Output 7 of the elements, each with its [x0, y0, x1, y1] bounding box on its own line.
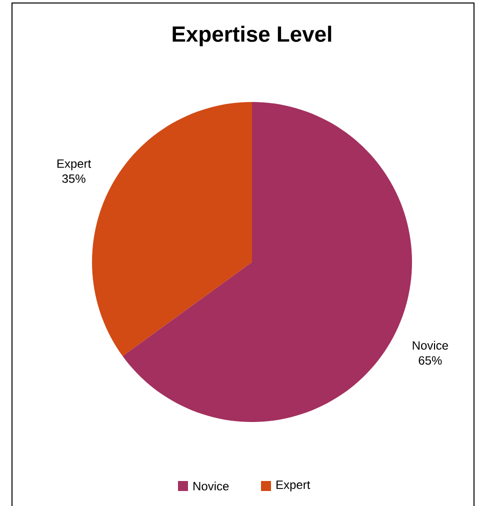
chart-title: Expertise Level [172, 26, 332, 46]
data-label: 65% [418, 356, 442, 365]
slice-label: Novice [412, 340, 448, 350]
slice-label: Expert [57, 160, 92, 170]
legend-label: Novice [194, 482, 229, 490]
data-label: 35% [62, 174, 86, 183]
legend-label: Expert [276, 480, 310, 492]
